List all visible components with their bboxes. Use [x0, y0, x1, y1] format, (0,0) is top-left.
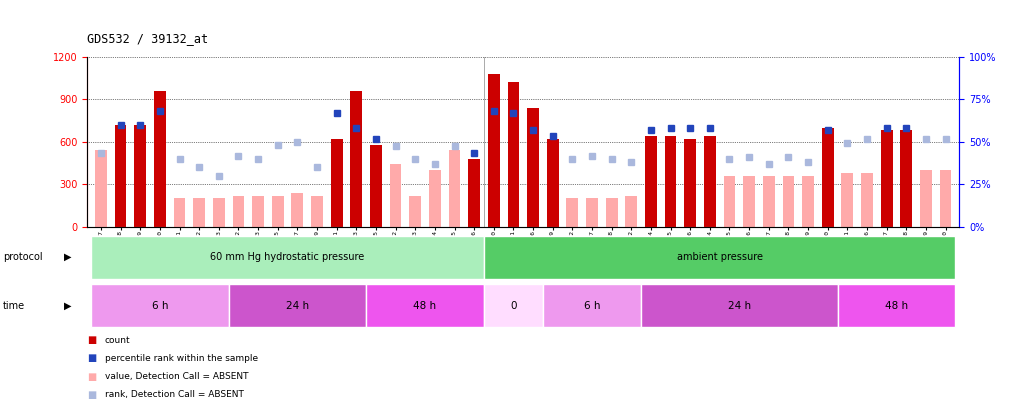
Text: 60 mm Hg hydrostatic pressure: 60 mm Hg hydrostatic pressure	[210, 252, 364, 262]
Bar	[429, 170, 441, 227]
Text: ambient pressure: ambient pressure	[677, 252, 762, 262]
Bar	[484, 284, 543, 327]
Text: 0: 0	[510, 301, 517, 311]
Bar	[213, 198, 225, 227]
Text: ▶: ▶	[64, 252, 71, 262]
Bar	[783, 176, 794, 227]
Text: protocol: protocol	[3, 252, 43, 262]
Text: 48 h: 48 h	[413, 301, 437, 311]
Bar	[311, 196, 323, 227]
Bar	[115, 125, 126, 227]
Text: 24 h: 24 h	[727, 301, 751, 311]
Bar	[641, 284, 837, 327]
Bar	[704, 136, 716, 227]
Text: ■: ■	[87, 390, 96, 400]
Bar	[861, 173, 873, 227]
Text: rank, Detection Call = ABSENT: rank, Detection Call = ABSENT	[105, 390, 243, 399]
Text: ■: ■	[87, 372, 96, 382]
Bar	[272, 196, 283, 227]
Bar	[901, 130, 912, 227]
Bar	[193, 198, 205, 227]
Bar	[763, 176, 775, 227]
Bar	[547, 139, 558, 227]
Bar	[880, 130, 893, 227]
Text: ■: ■	[87, 354, 96, 363]
Bar	[484, 236, 955, 279]
Bar	[508, 82, 519, 227]
Bar	[252, 196, 264, 227]
Bar	[837, 284, 955, 327]
Bar	[684, 139, 696, 227]
Bar	[822, 128, 833, 227]
Bar	[527, 108, 539, 227]
Bar	[605, 198, 618, 227]
Bar	[173, 198, 186, 227]
Text: 48 h: 48 h	[884, 301, 908, 311]
Bar	[626, 196, 637, 227]
Text: 6 h: 6 h	[584, 301, 600, 311]
Text: 24 h: 24 h	[286, 301, 309, 311]
Bar	[91, 236, 484, 279]
Bar	[543, 284, 641, 327]
Bar	[330, 139, 343, 227]
Bar	[134, 125, 146, 227]
Bar	[370, 145, 382, 227]
Text: value, Detection Call = ABSENT: value, Detection Call = ABSENT	[105, 372, 248, 381]
Bar	[91, 284, 229, 327]
Bar	[351, 91, 362, 227]
Bar	[291, 193, 304, 227]
Text: percentile rank within the sample: percentile rank within the sample	[105, 354, 258, 363]
Text: ■: ■	[87, 335, 96, 345]
Bar	[665, 136, 676, 227]
Bar	[566, 198, 579, 227]
Bar	[154, 91, 166, 227]
Bar	[488, 74, 500, 227]
Bar	[743, 176, 755, 227]
Bar	[448, 150, 461, 227]
Bar	[229, 284, 366, 327]
Bar	[95, 150, 107, 227]
Text: time: time	[3, 301, 26, 311]
Bar	[841, 173, 854, 227]
Bar	[586, 198, 598, 227]
Bar	[920, 170, 932, 227]
Bar	[802, 176, 814, 227]
Bar	[940, 170, 951, 227]
Bar	[723, 176, 736, 227]
Text: GDS532 / 39132_at: GDS532 / 39132_at	[87, 32, 208, 45]
Text: 6 h: 6 h	[152, 301, 168, 311]
Bar	[366, 284, 484, 327]
Bar	[390, 164, 401, 227]
Text: count: count	[105, 336, 130, 345]
Bar	[468, 159, 480, 227]
Bar	[645, 136, 657, 227]
Bar	[409, 196, 421, 227]
Text: ▶: ▶	[64, 301, 71, 311]
Bar	[233, 196, 244, 227]
